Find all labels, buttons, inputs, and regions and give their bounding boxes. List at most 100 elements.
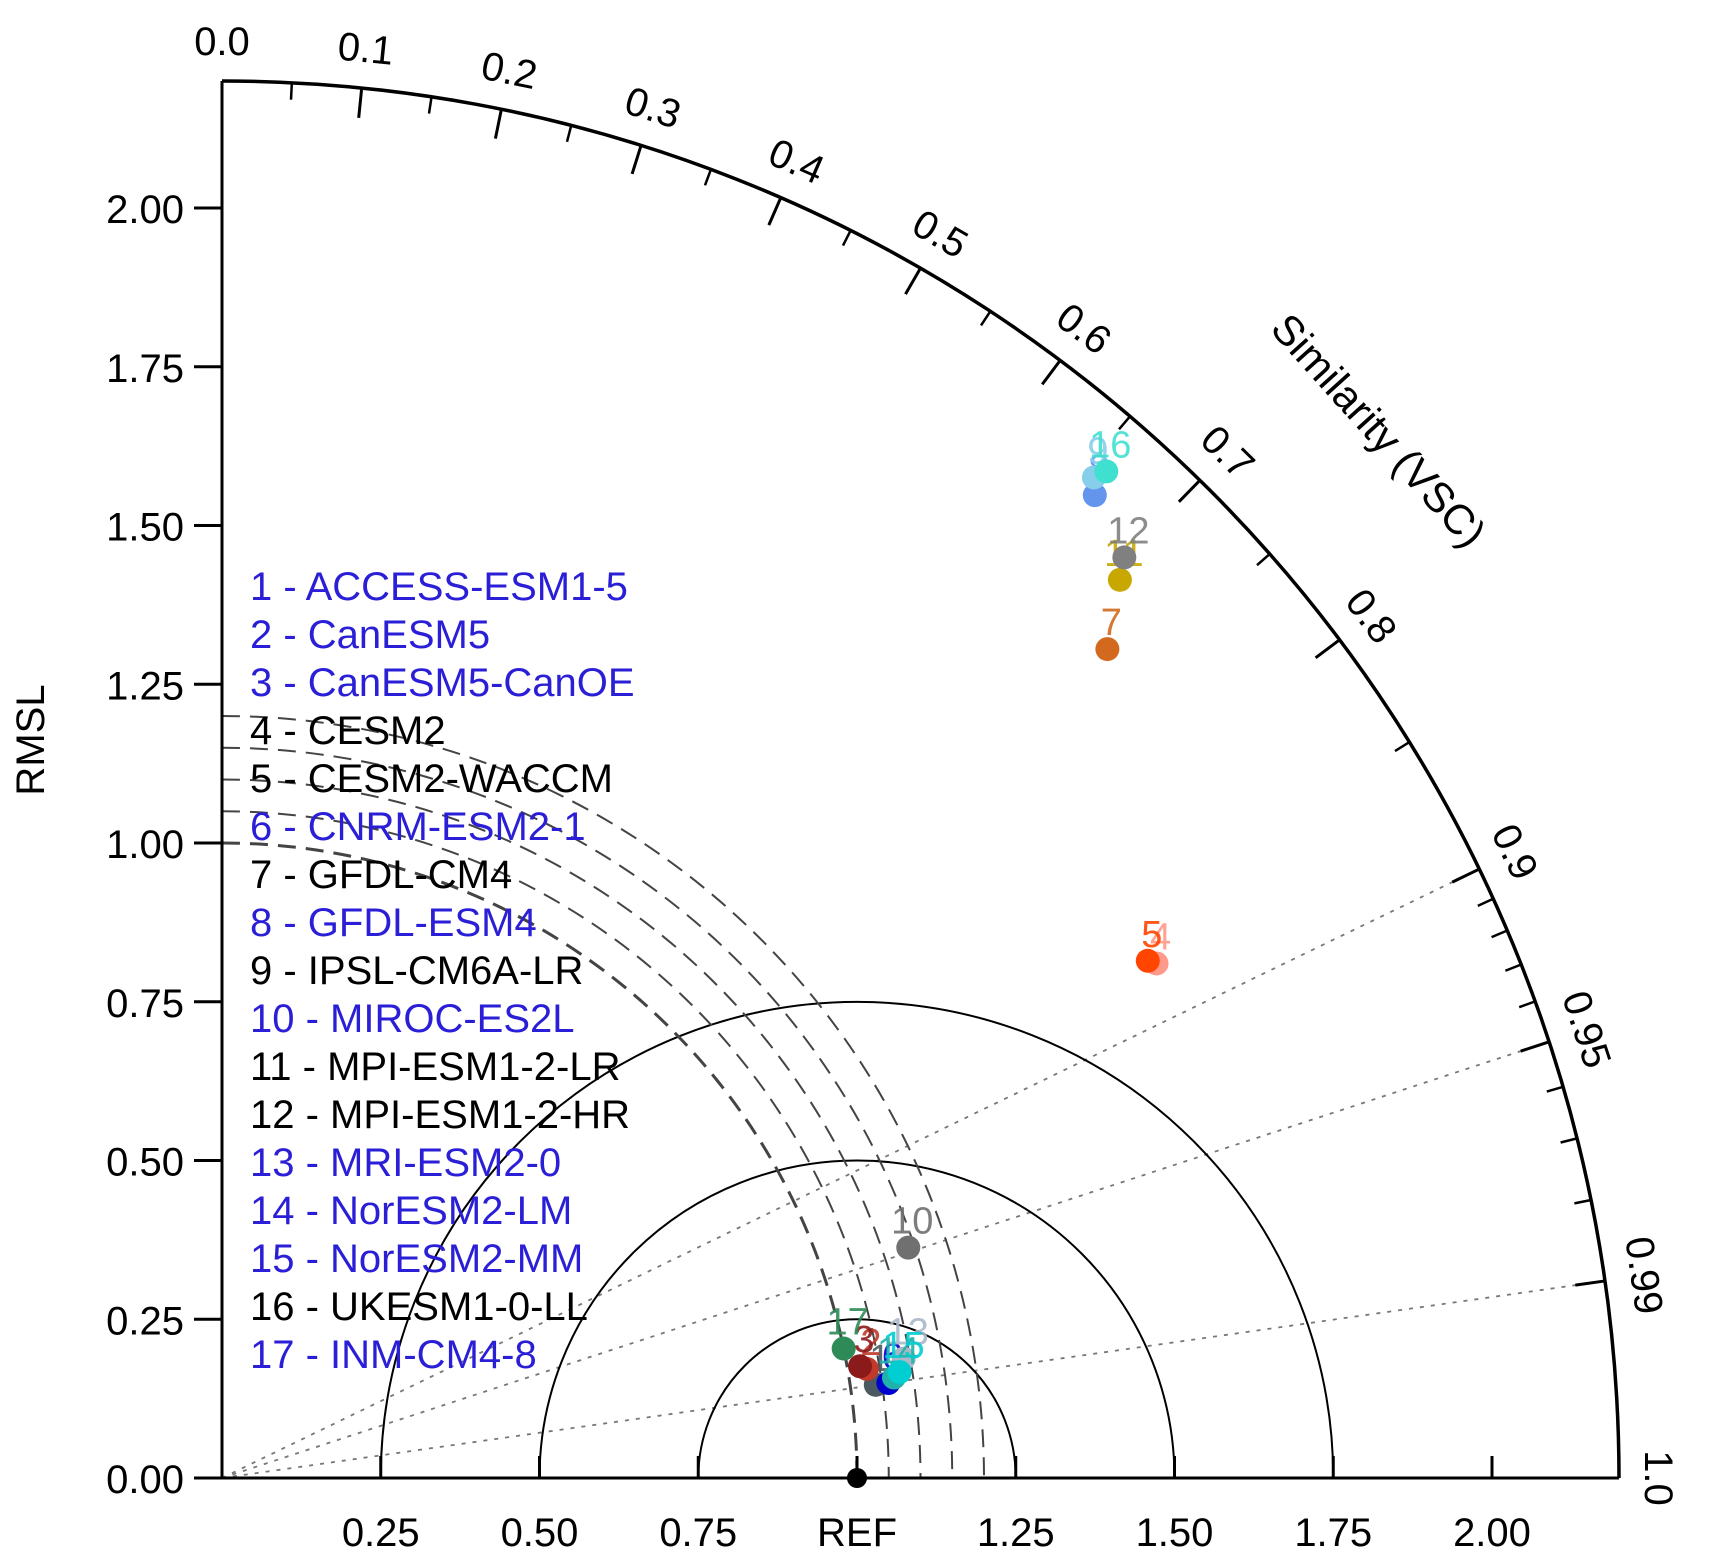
- corr-minor-tick: [841, 229, 852, 247]
- legend-entry: 2 - CanESM5: [250, 613, 490, 657]
- model-marker-label: 2: [860, 1322, 881, 1364]
- corr-tick: [1451, 867, 1480, 884]
- model-marker: [847, 1354, 872, 1379]
- legend-entry: 10 - MIROC-ES2L: [250, 997, 575, 1041]
- model-marker: [896, 1235, 921, 1260]
- corr-minor-tick: [1546, 1085, 1564, 1093]
- corr-tick-label: 0.9: [1482, 817, 1546, 886]
- corr-minor-tick: [1256, 553, 1271, 567]
- corr-tick: [767, 197, 783, 226]
- corr-minor-tick: [1477, 897, 1494, 907]
- corr-minor-tick: [427, 96, 433, 114]
- correlation-ray: [221, 1040, 1550, 1479]
- y-tick-label: 2.00: [106, 188, 184, 232]
- model-points: 1234567891011121314151617: [827, 424, 1171, 1488]
- legend-entry: 11 - MPI-ESM1-2-LR: [250, 1045, 620, 1089]
- x-tick-label: 0.50: [501, 1511, 579, 1555]
- reference-point: [847, 1468, 867, 1488]
- legend-entry: 9 - IPSL-CM6A-LR: [250, 949, 583, 993]
- corr-tick: [1314, 638, 1341, 659]
- corr-minor-tick: [1560, 1137, 1578, 1144]
- corr-tick: [630, 144, 643, 175]
- y-tick-label: 1.50: [106, 506, 184, 550]
- corr-minor-tick: [1491, 929, 1508, 939]
- y-tick-label: 1.00: [106, 823, 184, 867]
- x-tick-label: 0.25: [342, 1511, 420, 1555]
- x-tick-label: 0.75: [659, 1511, 737, 1555]
- skill-contour: [221, 715, 985, 1479]
- model-marker: [1082, 483, 1107, 508]
- legend-entry: 15 - NorESM2-MM: [250, 1237, 583, 1281]
- skill-contour: [221, 841, 859, 1479]
- corr-minor-tick: [1574, 1198, 1592, 1205]
- corr-tick-label: 0.3: [620, 79, 686, 138]
- x-tick-label: 1.50: [1136, 1511, 1214, 1555]
- model-marker-label: 16: [1089, 424, 1131, 466]
- x-tick-label: 2.00: [1453, 1511, 1531, 1555]
- y-tick-label: 1.25: [106, 664, 184, 708]
- x-tick-label: REF: [817, 1511, 897, 1555]
- corr-minor-tick: [1504, 963, 1522, 972]
- legend-entry: 17 - INM-CM4-8: [250, 1333, 537, 1377]
- corr-tick-label: 0.99: [1616, 1234, 1671, 1317]
- corr-tick-label: 0.95: [1553, 986, 1619, 1074]
- corr-tick-label: 1.0: [1636, 1450, 1680, 1506]
- legend-entry: 8 - GFDL-ESM4: [250, 901, 537, 945]
- std-grid-arcs: [379, 1000, 1335, 1479]
- model-marker-label: 5: [1141, 914, 1162, 956]
- corr-tick-label: 0.6: [1048, 295, 1119, 364]
- arc-axis-label: Similarity (VSC): [1262, 304, 1495, 556]
- legend-entry: 13 - MRI-ESM2-0: [250, 1141, 561, 1185]
- corr-minor-tick: [703, 168, 713, 186]
- std-grid-arc: [538, 1159, 1176, 1479]
- y-tick-label: 0.25: [106, 1299, 184, 1343]
- corr-minor-tick: [289, 82, 294, 100]
- legend-entry: 4 - CESM2: [250, 709, 446, 753]
- model-marker: [1112, 545, 1137, 570]
- skill-contours: [221, 715, 985, 1479]
- correlation-rays: [221, 868, 1606, 1479]
- corr-minor-tick: [1518, 1000, 1536, 1009]
- y-tick-label: 1.75: [106, 347, 184, 391]
- corr-tick: [1520, 1040, 1550, 1053]
- corr-tick-label: 0.4: [762, 131, 831, 194]
- model-marker-label: 4: [1150, 916, 1171, 958]
- model-marker: [1107, 567, 1132, 592]
- skill-contour: [221, 778, 922, 1479]
- correlation-ray: [221, 868, 1480, 1479]
- model-marker: [1095, 637, 1120, 662]
- model-marker: [1094, 459, 1119, 484]
- model-marker-label: 12: [1107, 510, 1149, 552]
- corr-tick-label: 0.0: [194, 20, 250, 64]
- corr-minor-tick: [565, 125, 573, 143]
- model-marker: [831, 1336, 856, 1361]
- corr-minor-tick: [1394, 741, 1411, 753]
- y-tick-label: 0.75: [106, 982, 184, 1026]
- corr-tick-label: 0.8: [1337, 581, 1406, 652]
- axes: [220, 79, 1621, 1480]
- corr-tick: [1177, 479, 1201, 503]
- y-axis-label: RMSL: [9, 684, 53, 795]
- corr-minor-tick: [1118, 415, 1131, 431]
- x-tick-label: 1.25: [977, 1511, 1055, 1555]
- correlation-ray: [221, 1280, 1606, 1479]
- legend-entry: 7 - GFDL-CM4: [250, 853, 512, 897]
- corr-minor-tick: [979, 310, 992, 327]
- model-marker-label: 15: [882, 1325, 924, 1367]
- model-marker-label: 10: [891, 1201, 933, 1243]
- legend-entry: 6 - CNRM-ESM2-1: [250, 805, 586, 849]
- legend-entry: 5 - CESM2-WACCM: [250, 757, 613, 801]
- model-marker-label: 3: [853, 1319, 874, 1361]
- corr-tick: [1040, 359, 1062, 386]
- legend-entry: 14 - NorESM2-LM: [250, 1189, 572, 1233]
- model-marker-label: 17: [827, 1302, 869, 1344]
- std-grid-arc: [379, 1000, 1335, 1479]
- corr-tick-label: 0.7: [1192, 417, 1263, 487]
- corr-tick-label: 0.5: [905, 201, 975, 267]
- corr-tick-label: 0.2: [478, 44, 541, 98]
- corr-tick: [1575, 1279, 1606, 1287]
- y-tick-label: 0.50: [106, 1141, 184, 1185]
- x-tick-label: 1.75: [1294, 1511, 1372, 1555]
